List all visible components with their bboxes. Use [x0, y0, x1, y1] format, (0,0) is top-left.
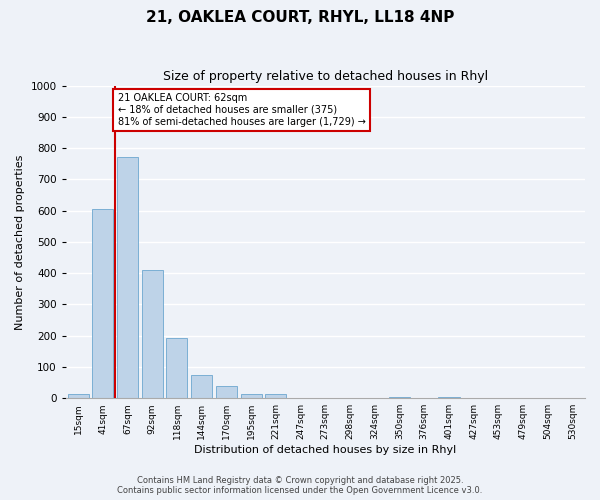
Bar [216, 386, 237, 398]
Bar [92, 209, 113, 398]
Text: 21, OAKLEA COURT, RHYL, LL18 4NP: 21, OAKLEA COURT, RHYL, LL18 4NP [146, 10, 454, 25]
Bar [166, 338, 187, 398]
Title: Size of property relative to detached houses in Rhyl: Size of property relative to detached ho… [163, 70, 488, 83]
Y-axis label: Number of detached properties: Number of detached properties [15, 154, 25, 330]
Bar [191, 375, 212, 398]
Text: Contains HM Land Registry data © Crown copyright and database right 2025.
Contai: Contains HM Land Registry data © Crown c… [118, 476, 482, 495]
Bar [439, 396, 460, 398]
Bar [241, 394, 262, 398]
Bar [68, 394, 89, 398]
Bar [117, 158, 138, 398]
Bar [389, 396, 410, 398]
Bar [142, 270, 163, 398]
Bar [265, 394, 286, 398]
Text: 21 OAKLEA COURT: 62sqm
← 18% of detached houses are smaller (375)
81% of semi-de: 21 OAKLEA COURT: 62sqm ← 18% of detached… [118, 94, 365, 126]
X-axis label: Distribution of detached houses by size in Rhyl: Distribution of detached houses by size … [194, 445, 457, 455]
